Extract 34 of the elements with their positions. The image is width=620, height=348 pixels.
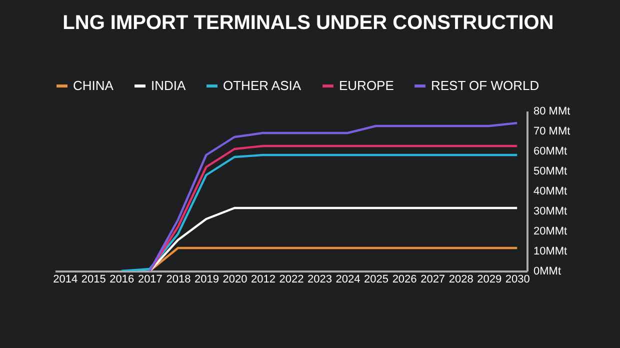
line-series bbox=[148, 206, 518, 271]
x-tick-label: 2015 bbox=[81, 274, 106, 286]
x-tick-label: 2022 bbox=[279, 274, 304, 286]
x-tick-label: 2027 bbox=[420, 274, 446, 286]
legend-label: INDIA bbox=[151, 78, 186, 93]
legend-label: EUROPE bbox=[339, 78, 394, 93]
legend-label: OTHER ASIA bbox=[223, 78, 302, 93]
y-tick-label: 80 MMt bbox=[534, 106, 570, 118]
chart-title: LNG IMPORT TERMINALS UNDER CONSTRUCTION bbox=[62, 12, 554, 34]
y-tick-label: 60MMt bbox=[534, 146, 568, 158]
x-tick-label: 2026 bbox=[392, 274, 417, 286]
x-tick-label: 2023 bbox=[308, 274, 332, 286]
line-series bbox=[148, 122, 518, 271]
y-tick-label: 20MMt bbox=[534, 226, 568, 238]
x-tick-label: 2024 bbox=[336, 274, 360, 286]
y-tick-label: 50MMt bbox=[534, 166, 568, 178]
y-tick-label: 0MMt bbox=[534, 266, 561, 278]
x-tick-label: 2030 bbox=[505, 274, 530, 286]
y-tick-label: 30MMt bbox=[534, 206, 568, 218]
legend-label: CHINA bbox=[73, 78, 114, 93]
x-tick-label: 2028 bbox=[448, 274, 474, 286]
x-tick-label: 2012 bbox=[250, 274, 276, 286]
x-tick-label: 2020 bbox=[222, 274, 248, 286]
x-tick-label: 2016 bbox=[110, 274, 134, 286]
x-tick-label: 2025 bbox=[364, 274, 389, 286]
x-tick-label: 2017 bbox=[138, 274, 162, 286]
y-tick-label: 40MMt bbox=[534, 186, 568, 198]
legend-label: REST OF WORLD bbox=[431, 78, 540, 93]
x-tick-label: 2019 bbox=[194, 274, 219, 286]
x-tick-label: 2014 bbox=[53, 274, 78, 286]
y-tick-label: 10MMt bbox=[534, 246, 568, 258]
y-tick-label: 70 MMt bbox=[534, 126, 570, 138]
x-tick-label: 2018 bbox=[166, 274, 191, 286]
x-tick-label: 2029 bbox=[477, 274, 502, 286]
